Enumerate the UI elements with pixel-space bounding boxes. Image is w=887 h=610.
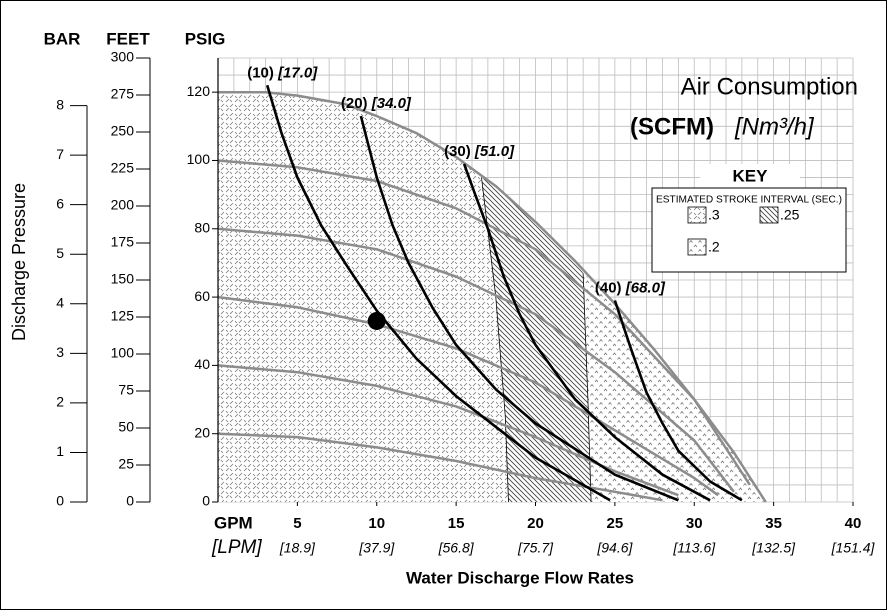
x2-tick-label: [151.4]	[831, 540, 876, 556]
air-curve-metric: [17.0]	[277, 64, 318, 81]
y-tick-label: 80	[194, 219, 210, 235]
x2-tick-label: [18.9]	[279, 540, 316, 556]
feet-tick-label: 75	[118, 382, 134, 398]
air-curve-name: (20)	[341, 95, 368, 112]
x-tick-label: 10	[368, 515, 385, 532]
feet-tick-label: 300	[111, 49, 135, 65]
bar-tick-label: 6	[56, 195, 64, 211]
air-curve-metric: [51.0]	[474, 143, 515, 160]
zone-boundary	[582, 273, 592, 503]
bar-tick-label: 0	[56, 493, 64, 509]
bar-tick-label: 7	[56, 146, 64, 162]
x-unit: GPM	[214, 513, 253, 532]
x-tick-label: 35	[765, 515, 782, 532]
x2-tick-label: [75.7]	[517, 540, 554, 556]
legend: KEY ESTIMATED STROKE INTERVAL (SEC.) .3.…	[651, 164, 847, 273]
feet-tick-label: 200	[111, 197, 135, 213]
air-curve-name: (30)	[444, 143, 471, 160]
x-axis-label: Water Discharge Flow Rates	[406, 568, 634, 587]
air-curve	[613, 300, 743, 502]
feet-tick-label: 25	[118, 456, 134, 472]
y-tick-label: 0	[202, 493, 210, 509]
air-curve	[265, 84, 611, 502]
pressure-curve	[217, 432, 663, 502]
legend-title: KEY	[733, 166, 769, 185]
legend-label: .25	[780, 207, 800, 223]
y-tick-label: 100	[187, 151, 211, 167]
x2-tick-label: [132.5]	[751, 540, 796, 556]
x-tick-label: 20	[527, 515, 544, 532]
zone-region	[481, 177, 592, 502]
feet-tick-label: 0	[126, 493, 134, 509]
feet-tick-label: 150	[111, 271, 135, 287]
x2-unit: [LPM]	[211, 537, 262, 558]
pressure-curve	[217, 295, 719, 497]
legend-label: .2	[708, 239, 720, 255]
y-tick-label: 120	[187, 83, 211, 99]
air-curve-label: (10) [17.0]	[247, 64, 318, 81]
feet-axis-title: FEET	[106, 29, 150, 48]
legend-title-backdrop	[700, 164, 800, 188]
y-tick-label: 20	[194, 424, 210, 440]
legend-box	[651, 187, 847, 273]
air-curve	[359, 115, 679, 502]
air-curve-metric: [68.0]	[625, 279, 666, 296]
legend-label: .3	[708, 207, 720, 223]
air-curve-name: (40)	[595, 279, 622, 296]
feet-tick-label: 225	[111, 160, 135, 176]
y-axis-label: Discharge Pressure	[9, 183, 29, 341]
chart-title: Air Consumption	[681, 73, 858, 100]
pressure-curve	[217, 227, 735, 493]
zone-boundary	[481, 177, 509, 503]
y-tick-label: 60	[194, 288, 210, 304]
bar-tick-label: 4	[56, 294, 64, 310]
air-curve-label: (40) [68.0]	[595, 279, 666, 296]
air-curve	[462, 163, 711, 502]
bar-tick-label: 2	[56, 394, 64, 410]
feet-tick-label: 100	[111, 345, 135, 361]
legend-swatch	[759, 206, 779, 224]
pressure-curve	[217, 159, 751, 486]
operating-point	[367, 311, 386, 330]
feet-tick-label: 275	[111, 86, 135, 102]
legend-swatch	[687, 206, 707, 224]
psig-axis-title: PSIG	[185, 29, 226, 48]
x2-tick-label: [37.9]	[358, 540, 395, 556]
legend-swatch	[687, 238, 707, 256]
chart-subtitle-metric: [Nm³/h]	[734, 113, 815, 140]
air-curve-label: (30) [51.0]	[444, 143, 515, 160]
air-curve-metric: [34.0]	[371, 95, 412, 112]
legend-subtitle: ESTIMATED STROKE INTERVAL (SEC.)	[656, 195, 842, 206]
x-tick-label: 5	[293, 515, 301, 532]
x-tick-label: 25	[607, 515, 624, 532]
x-tick-label: 15	[448, 515, 465, 532]
pump-envelope	[218, 90, 767, 503]
feet-tick-label: 175	[111, 234, 135, 250]
pressure-curve	[217, 364, 679, 497]
bar-tick-label: 1	[56, 443, 64, 459]
air-curve-label: (20) [34.0]	[341, 95, 412, 112]
bar-tick-label: 8	[56, 96, 64, 112]
x-tick-label: 30	[686, 515, 703, 532]
bar-tick-label: 3	[56, 344, 64, 360]
bar-tick-label: 5	[56, 245, 64, 261]
y-tick-label: 40	[194, 356, 210, 372]
feet-tick-label: 250	[111, 123, 135, 139]
feet-tick-label: 50	[118, 419, 134, 435]
x2-tick-label: [113.6]	[672, 540, 716, 556]
x2-tick-label: [94.6]	[596, 540, 633, 556]
x-tick-label: 40	[845, 515, 862, 532]
x2-tick-label: [56.8]	[438, 540, 475, 556]
feet-tick-label: 125	[111, 308, 135, 324]
air-curve-name: (10)	[247, 64, 274, 81]
chart-subtitle: (SCFM)	[630, 113, 714, 140]
bar-axis-title: BAR	[44, 29, 81, 48]
